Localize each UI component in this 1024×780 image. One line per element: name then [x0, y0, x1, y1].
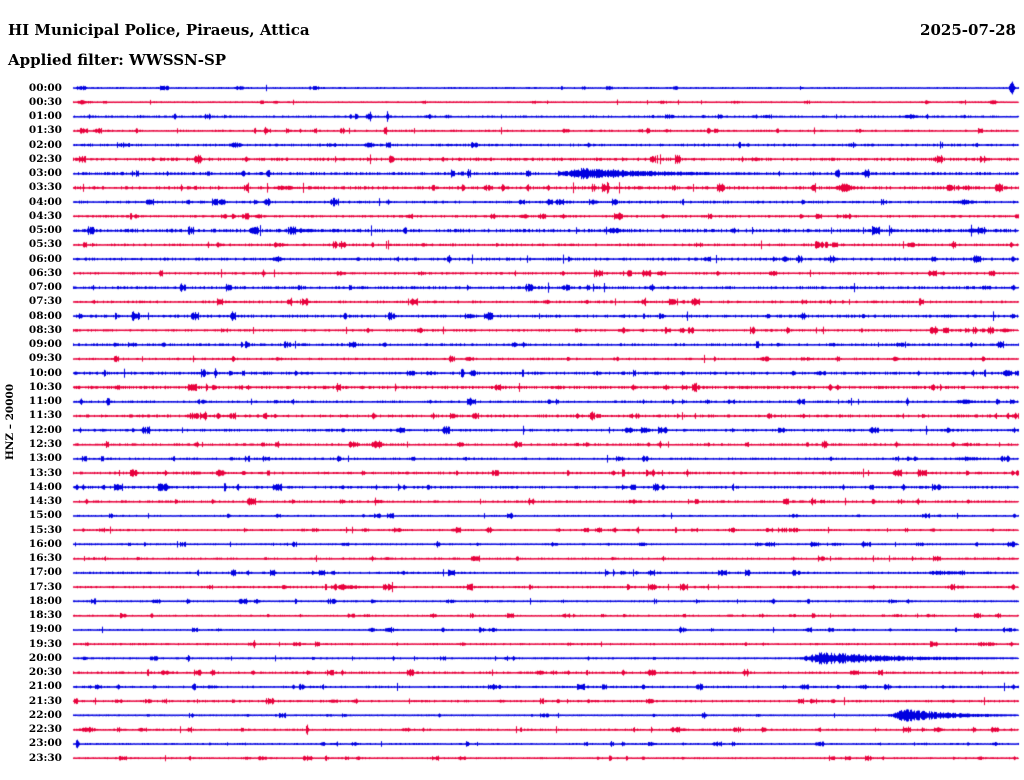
- time-label: 15:30: [28, 523, 62, 536]
- time-label: 19:30: [28, 637, 62, 650]
- time-label: 11:00: [28, 395, 62, 408]
- time-label: 10:30: [28, 380, 62, 393]
- time-label: 23:00: [28, 737, 62, 750]
- time-label: 10:00: [28, 366, 62, 379]
- time-label: 06:30: [28, 266, 62, 279]
- time-label: 15:00: [28, 509, 62, 522]
- time-label: 21:00: [28, 680, 62, 693]
- time-label: 21:30: [28, 694, 62, 707]
- record-date: 2025-07-28: [920, 21, 1016, 39]
- time-label: 20:00: [28, 651, 62, 664]
- time-label: 09:30: [28, 352, 62, 365]
- time-label: 06:00: [28, 252, 62, 265]
- time-label: 18:30: [28, 609, 62, 622]
- time-label: 07:30: [28, 295, 62, 308]
- time-label: 00:00: [28, 81, 62, 94]
- time-label: 03:30: [28, 181, 62, 194]
- time-label: 02:00: [28, 138, 62, 151]
- time-label: 13:00: [28, 452, 62, 465]
- time-label: 08:30: [28, 323, 62, 336]
- time-label: 17:30: [28, 580, 62, 593]
- time-label: 12:30: [28, 438, 62, 450]
- time-label: 00:30: [28, 95, 62, 108]
- time-label: 16:00: [28, 537, 62, 550]
- time-label: 01:30: [28, 124, 62, 137]
- time-label: 22:00: [28, 708, 62, 721]
- time-label: 18:00: [28, 594, 62, 607]
- time-label: 04:30: [28, 209, 62, 222]
- time-label: 01:00: [28, 110, 62, 123]
- time-label: 17:00: [28, 566, 62, 579]
- time-label: 14:00: [28, 480, 62, 493]
- time-label: 16:30: [28, 552, 62, 565]
- time-label: 13:30: [28, 466, 62, 479]
- time-label: 19:00: [28, 623, 62, 636]
- time-label: 05:00: [28, 224, 62, 237]
- time-label: 20:30: [28, 666, 62, 679]
- time-label: 08:00: [28, 309, 62, 322]
- time-label: 14:30: [28, 495, 62, 508]
- time-label: 22:30: [28, 723, 62, 736]
- applied-filter-label: Applied filter: WWSSN-SP: [8, 51, 227, 69]
- time-label: 02:30: [28, 152, 62, 165]
- time-label: 05:30: [28, 238, 62, 251]
- time-label: 04:00: [28, 195, 62, 208]
- time-label: 03:00: [28, 167, 62, 180]
- time-label: 23:30: [28, 751, 62, 764]
- time-label: 07:00: [28, 281, 62, 294]
- time-label: 09:00: [28, 338, 62, 351]
- time-label: 12:00: [28, 423, 62, 436]
- station-title: HI Municipal Police, Piraeus, Attica: [8, 21, 310, 39]
- time-label: 11:30: [28, 409, 62, 422]
